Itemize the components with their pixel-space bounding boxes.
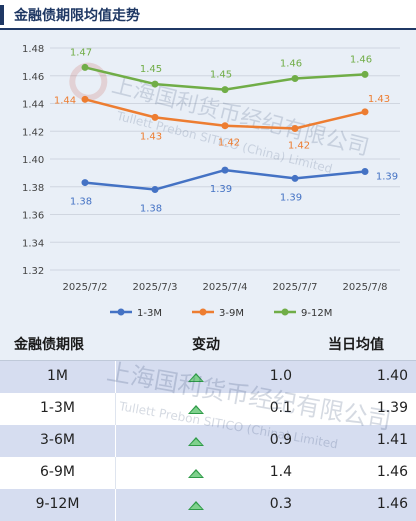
y-tick-label: 1.44 — [22, 100, 44, 111]
data-label: 1.42 — [288, 140, 310, 151]
data-point — [361, 70, 369, 78]
x-tick-label: 2025/7/3 — [133, 282, 178, 293]
row-avg: 1.46 — [376, 496, 408, 512]
data-label: 1.39 — [210, 184, 232, 195]
legend-label: 9-12M — [301, 308, 332, 319]
table-row: 6-9M 1.4 1.46 — [0, 457, 416, 489]
up-arrow-icon — [188, 501, 204, 510]
table-row: 1-3M 0.1 1.39 — [0, 393, 416, 425]
data-point — [151, 113, 159, 121]
data-label: 1.45 — [140, 64, 162, 75]
row-avg: 1.46 — [376, 464, 408, 480]
data-point — [291, 124, 299, 132]
row-change: 1.4 — [269, 464, 292, 480]
x-tick-label: 2025/7/4 — [203, 282, 248, 293]
row-avg: 1.39 — [376, 400, 408, 416]
column-divider — [115, 457, 116, 489]
x-tick-label: 2025/7/8 — [343, 282, 388, 293]
column-divider — [115, 489, 116, 521]
row-change: 0.1 — [269, 400, 292, 416]
row-term: 3-6M — [40, 432, 75, 448]
column-divider — [115, 425, 116, 457]
data-point — [81, 63, 89, 71]
data-label: 1.47 — [70, 47, 92, 58]
data-label: 1.45 — [210, 70, 232, 81]
title-accent — [0, 5, 4, 25]
data-label: 1.46 — [280, 59, 302, 70]
row-change: 0.3 — [269, 496, 292, 512]
y-tick-label: 1.40 — [22, 155, 44, 166]
data-label: 1.42 — [218, 138, 240, 149]
table-row: 3-6M 0.9 1.41 — [0, 425, 416, 457]
up-arrow-icon — [188, 437, 204, 446]
y-tick-label: 1.36 — [22, 211, 44, 222]
row-term: 6-9M — [40, 464, 75, 480]
data-point — [361, 167, 369, 175]
table-row: 1M 1.0 1.40 — [0, 361, 416, 393]
legend-marker — [281, 308, 289, 316]
y-tick-label: 1.32 — [22, 266, 44, 277]
data-point — [81, 179, 89, 187]
up-arrow-icon — [188, 405, 204, 414]
data-label: 1.38 — [140, 204, 162, 215]
legend-label: 1-3M — [137, 308, 162, 319]
data-label: 1.43 — [140, 131, 162, 142]
header-change: 变动 — [192, 337, 220, 353]
y-tick-label: 1.42 — [22, 127, 44, 138]
row-avg: 1.41 — [376, 432, 408, 448]
line-chart: 1.48 1.46 1.44 1.42 1.40 1.38 1.36 1.34 1.32 2025… — [22, 44, 400, 319]
up-arrow-icon — [188, 373, 204, 382]
y-tick-label: 1.48 — [22, 44, 44, 55]
legend-label: 3-9M — [219, 308, 244, 319]
data-label: 1.46 — [350, 54, 372, 65]
data-label: 1.39 — [280, 192, 302, 203]
header-avg: 当日均值 — [328, 337, 384, 353]
chart-title: 金融债期限均值走势 — [14, 8, 140, 24]
data-point — [221, 86, 229, 94]
data-point — [151, 186, 159, 194]
row-term: 9-12M — [35, 496, 80, 512]
row-term: 1-3M — [40, 400, 75, 416]
data-point — [221, 166, 229, 174]
column-divider — [115, 393, 116, 425]
row-change: 1.0 — [269, 368, 292, 384]
title-bar: 金融债期限均值走势 — [0, 0, 416, 30]
y-tick-label: 1.46 — [22, 72, 44, 83]
data-label: 1.38 — [70, 197, 92, 208]
table-header: 金融债期限 变动 当日均值 — [0, 325, 416, 361]
data-label: 1.44 — [54, 95, 76, 106]
data-point — [221, 122, 229, 130]
data-point — [151, 80, 159, 88]
row-change: 0.9 — [269, 432, 292, 448]
data-label: 1.39 — [376, 171, 398, 182]
column-divider — [115, 361, 116, 393]
y-tick-label: 1.38 — [22, 183, 44, 194]
row-avg: 1.40 — [376, 368, 408, 384]
data-label: 1.43 — [368, 94, 390, 105]
y-tick-label: 1.34 — [22, 238, 44, 249]
data-point — [81, 95, 89, 103]
row-term: 1M — [47, 368, 68, 384]
up-arrow-icon — [188, 469, 204, 478]
legend-marker — [117, 308, 125, 316]
x-tick-label: 2025/7/7 — [273, 282, 318, 293]
x-tick-label: 2025/7/2 — [63, 282, 108, 293]
legend-marker — [199, 308, 207, 316]
data-point — [291, 174, 299, 182]
table-row: 9-12M 0.3 1.46 — [0, 489, 416, 521]
term-average-table: 金融债期限 变动 当日均值 1M 1.0 1.40 1-3M 0.1 1.39 … — [0, 325, 416, 521]
data-point — [361, 108, 369, 116]
header-term: 金融债期限 — [14, 337, 84, 353]
data-point — [291, 75, 299, 83]
chart-panel: 1.48 1.46 1.44 1.42 1.40 1.38 1.36 1.34 1.32 2025… — [0, 30, 416, 325]
